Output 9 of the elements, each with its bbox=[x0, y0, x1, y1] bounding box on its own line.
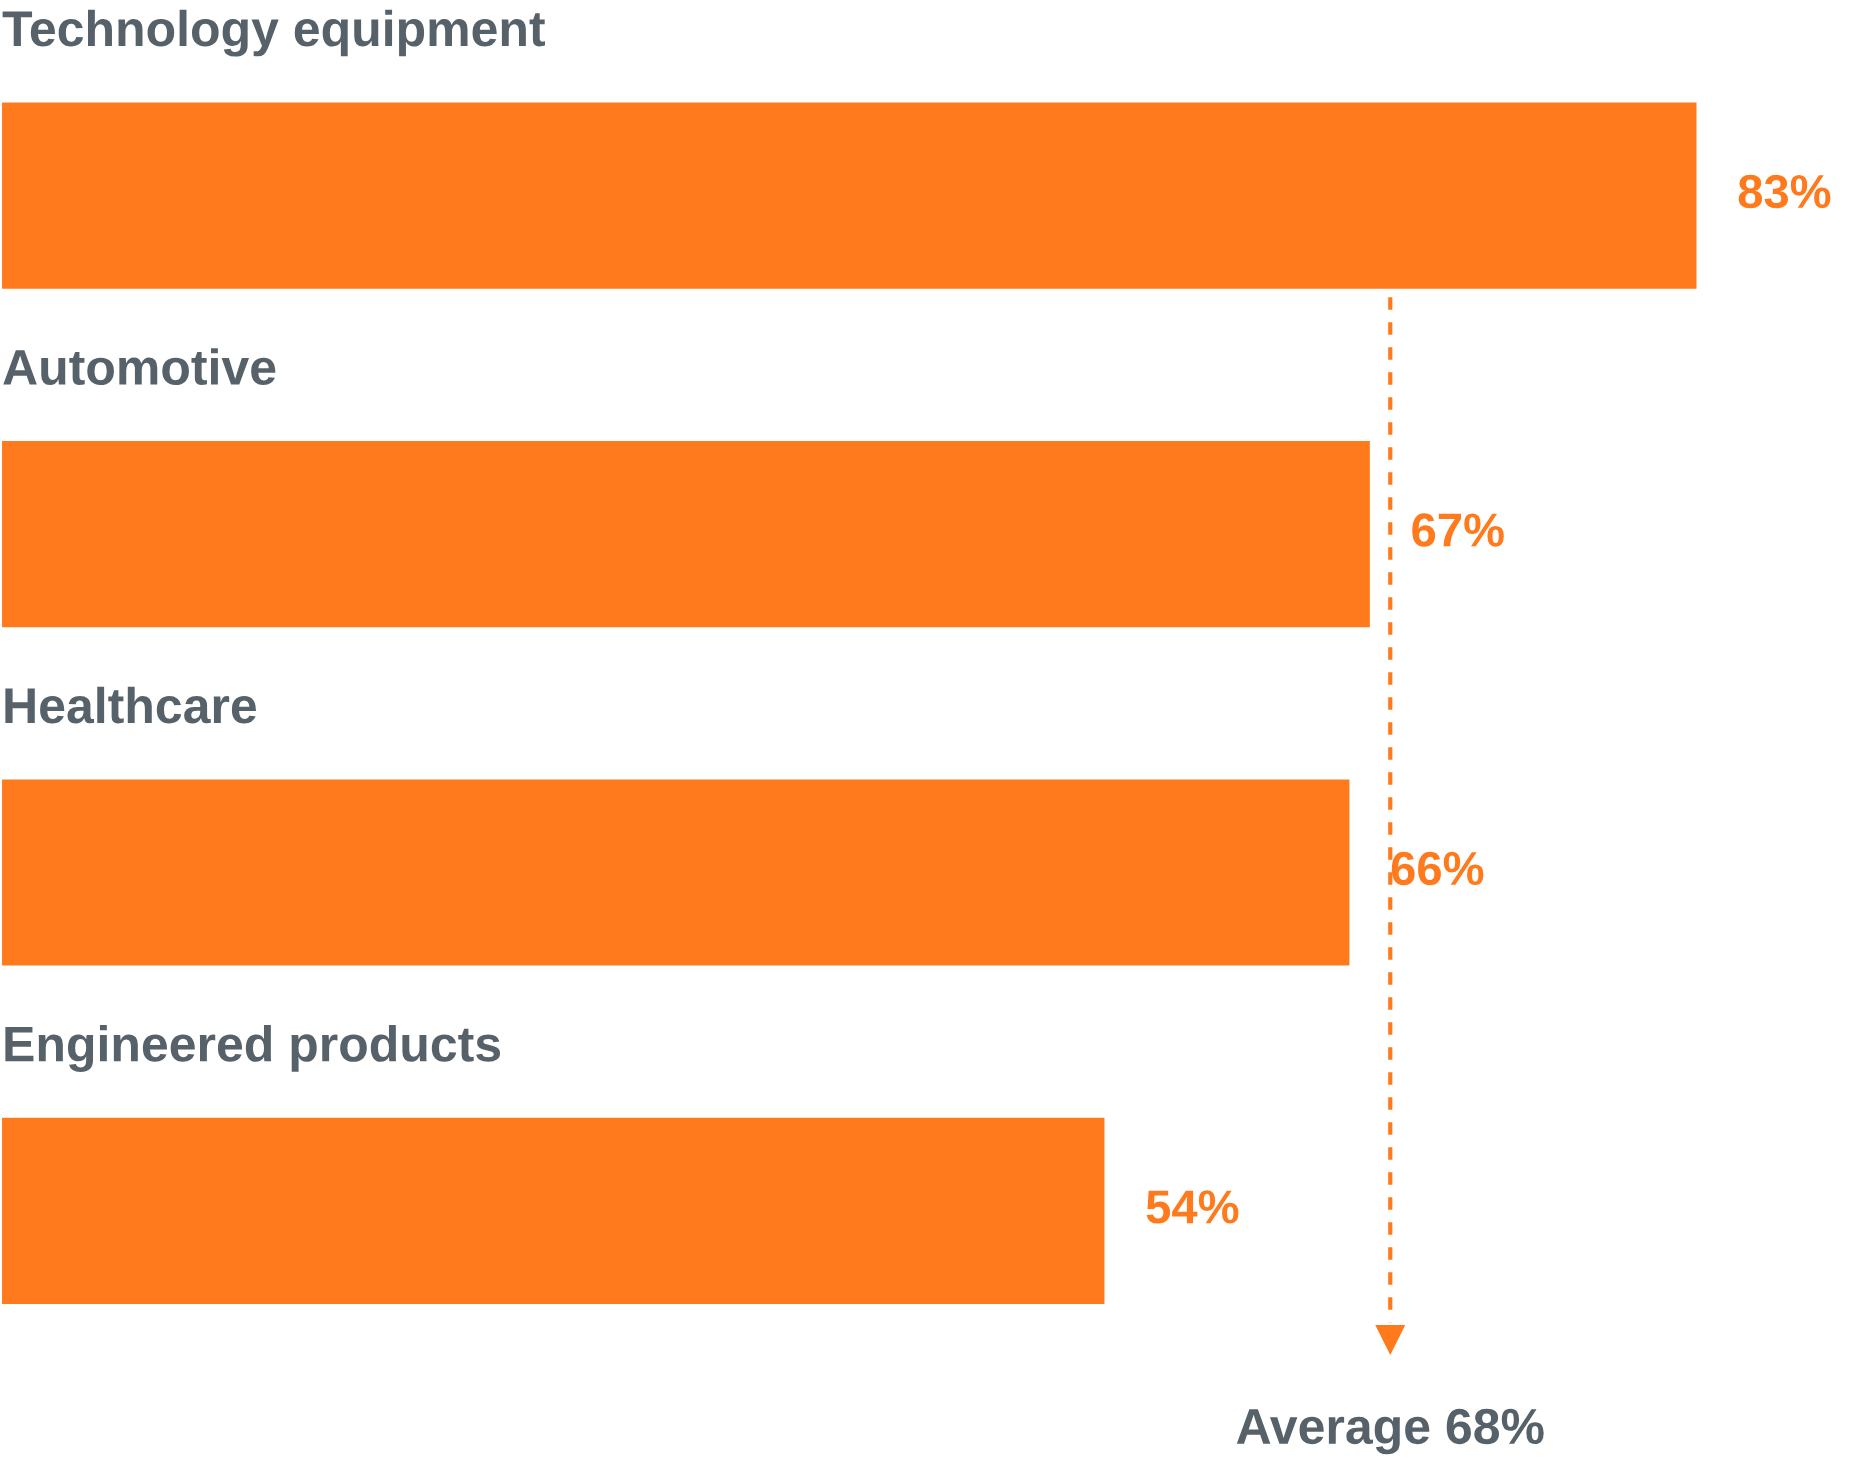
y-tick-label: Engineered products bbox=[5, 1025, 501, 1072]
data-label: 66% bbox=[1391, 851, 1484, 886]
ref-line-label: Average 68% bbox=[1236, 1408, 1544, 1455]
y-tick-label: Healthcare bbox=[5, 686, 257, 724]
data-label: 67% bbox=[1412, 513, 1504, 547]
data-label: 83% bbox=[1738, 174, 1831, 209]
y-tick-label: Automotive bbox=[3, 348, 276, 386]
y-tick-label: Technology equipment bbox=[2, 9, 545, 57]
data-label: 54% bbox=[1146, 1190, 1239, 1224]
